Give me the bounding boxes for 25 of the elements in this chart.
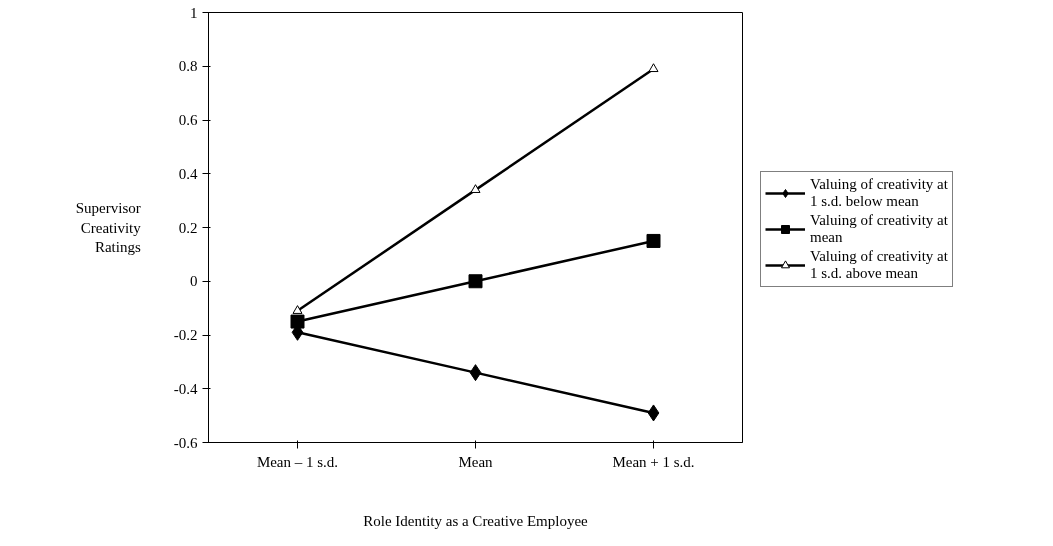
x-tick-label: Mean + 1 s.d. <box>612 453 695 470</box>
x-axis-title: Role Identity as a Creative Employee <box>363 512 589 529</box>
y-tick-label: 0.2 <box>178 219 198 236</box>
point <box>647 404 660 422</box>
point <box>469 364 482 382</box>
y-tick-label: 0.4 <box>178 165 198 182</box>
point <box>468 274 483 289</box>
legend-label: Valuing of creativity at mean <box>810 212 948 246</box>
point <box>470 184 481 193</box>
point <box>290 314 305 329</box>
y-tick-label: -0.4 <box>173 380 198 397</box>
y-tick-label: 1 <box>190 4 198 21</box>
y-tick-label: 0 <box>190 273 198 290</box>
x-tick-label: Mean – 1 s.d. <box>256 453 339 470</box>
y-tick-label: -0.6 <box>173 434 198 451</box>
point <box>646 233 661 248</box>
y-tick-label: 0.8 <box>178 58 198 75</box>
y-tick-label: 0.6 <box>178 112 198 128</box>
legend-label: Valuing of creativity at 1 s.d. below mean <box>810 176 948 210</box>
y-axis-title: Supervisor Creativity Ratings <box>75 200 142 255</box>
point <box>648 63 659 73</box>
y-tick-label: -0.2 <box>173 327 198 343</box>
legend-label: Valuing of creativity at 1 s.d. above mean <box>810 248 948 282</box>
x-tick-label: Mean <box>458 453 494 470</box>
point <box>292 305 303 314</box>
